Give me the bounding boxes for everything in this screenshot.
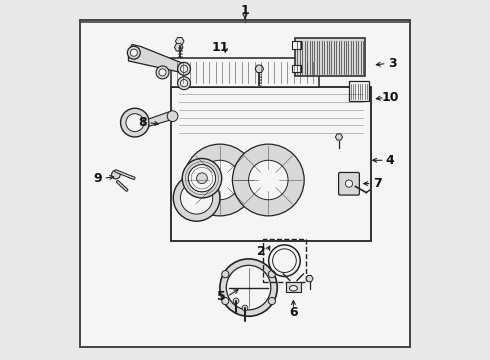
Circle shape (182, 158, 221, 198)
FancyBboxPatch shape (172, 87, 370, 241)
FancyBboxPatch shape (286, 282, 300, 292)
FancyBboxPatch shape (295, 39, 365, 76)
Circle shape (177, 62, 191, 75)
Ellipse shape (290, 285, 297, 291)
Text: 5: 5 (218, 290, 226, 303)
Circle shape (167, 111, 178, 122)
Text: 3: 3 (388, 57, 396, 70)
FancyBboxPatch shape (292, 64, 300, 72)
Circle shape (232, 144, 304, 216)
Circle shape (248, 160, 288, 200)
Circle shape (220, 259, 277, 316)
Circle shape (112, 170, 120, 179)
Polygon shape (174, 44, 183, 51)
Circle shape (345, 180, 353, 187)
Circle shape (269, 271, 275, 278)
Circle shape (221, 297, 229, 305)
Circle shape (177, 77, 191, 90)
Text: 6: 6 (289, 306, 298, 319)
FancyBboxPatch shape (292, 41, 300, 49)
Polygon shape (335, 134, 343, 140)
Text: 11: 11 (211, 41, 229, 54)
Text: 8: 8 (139, 116, 147, 129)
Circle shape (242, 305, 248, 311)
Circle shape (269, 297, 275, 305)
Circle shape (126, 114, 144, 132)
Circle shape (173, 175, 220, 221)
Circle shape (226, 265, 271, 310)
Circle shape (127, 46, 140, 59)
Text: 7: 7 (373, 177, 382, 190)
FancyBboxPatch shape (172, 58, 318, 87)
FancyBboxPatch shape (349, 81, 368, 101)
Circle shape (159, 69, 166, 76)
Polygon shape (148, 112, 174, 126)
Circle shape (221, 271, 229, 278)
Circle shape (180, 80, 188, 87)
Polygon shape (128, 44, 188, 73)
Text: 1: 1 (241, 4, 249, 17)
Text: 10: 10 (382, 91, 399, 104)
Text: 2: 2 (257, 245, 266, 258)
FancyBboxPatch shape (339, 172, 359, 195)
Circle shape (233, 298, 239, 304)
Circle shape (184, 144, 256, 216)
Circle shape (156, 66, 169, 79)
Circle shape (180, 182, 213, 214)
FancyBboxPatch shape (80, 21, 410, 347)
Polygon shape (306, 275, 313, 282)
Circle shape (121, 108, 149, 137)
Circle shape (180, 65, 188, 72)
Circle shape (200, 160, 240, 200)
Text: 9: 9 (94, 172, 102, 185)
Circle shape (188, 165, 216, 192)
Polygon shape (255, 65, 264, 73)
Circle shape (196, 173, 207, 184)
Circle shape (130, 49, 137, 56)
Polygon shape (175, 37, 184, 45)
Text: 4: 4 (386, 154, 394, 167)
